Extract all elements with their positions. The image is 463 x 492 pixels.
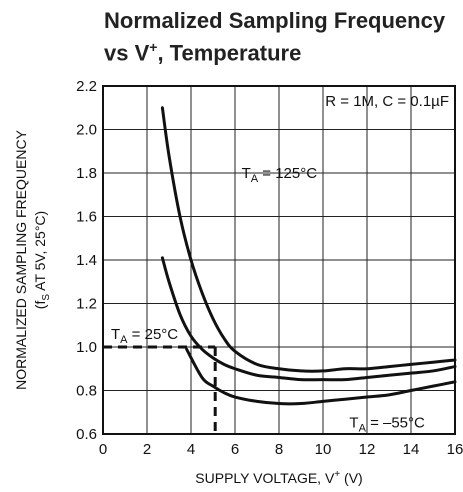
x-tick-label: 0 [99,441,107,458]
series-label-125c: TA = 125°C [242,165,318,185]
y-axis-label: NORMALIZED SAMPLING FREQUENCY (fS AT 5V,… [13,129,52,389]
y-tick-label: 1.0 [76,339,97,356]
grid [103,86,455,434]
series-line-125c [160,106,457,373]
y-tick-label: 2.2 [76,78,97,95]
x-tick-label: 8 [275,441,283,458]
title-line-1: Normalized Sampling Frequency [104,8,446,33]
chart-title: Normalized Sampling Frequency vs V+, Tem… [104,8,454,66]
x-axis-label: SUPPLY VOLTAGE, V+ (V) [195,469,362,486]
y-tick-label: 1.2 [76,296,97,313]
y-tick-label: 0.6 [76,426,97,443]
y-tick-label: 2.0 [76,122,97,139]
y-axis-label-line-2: (fS AT 5V, 25°C) [32,211,52,309]
series-label-minus55c: TA = –55°C [349,414,425,434]
title-line-2: vs V+, Temperature [104,39,302,66]
y-tick-label: 1.6 [76,209,97,226]
plot-frame [102,85,456,435]
series-line-25c [160,256,457,382]
series-line-minus55c [185,347,457,406]
y-tick-label: 1.4 [76,252,97,269]
y-tick-label: 0.8 [76,383,97,400]
x-tick-label: 2 [143,441,151,458]
series-label-25c: TA = 25°C [111,326,178,346]
condition-label: R = 1M, C = 0.1µF [325,93,449,110]
x-tick-label: 4 [187,441,195,458]
x-tick-label: 10 [315,441,332,458]
x-tick-label: 16 [447,441,463,458]
y-tick-label: 1.8 [76,165,97,182]
y-axis-label-line-1: NORMALIZED SAMPLING FREQUENCY [13,129,29,389]
x-tick-label: 14 [403,441,420,458]
x-tick-label: 6 [231,441,239,458]
x-tick-label: 12 [359,441,376,458]
